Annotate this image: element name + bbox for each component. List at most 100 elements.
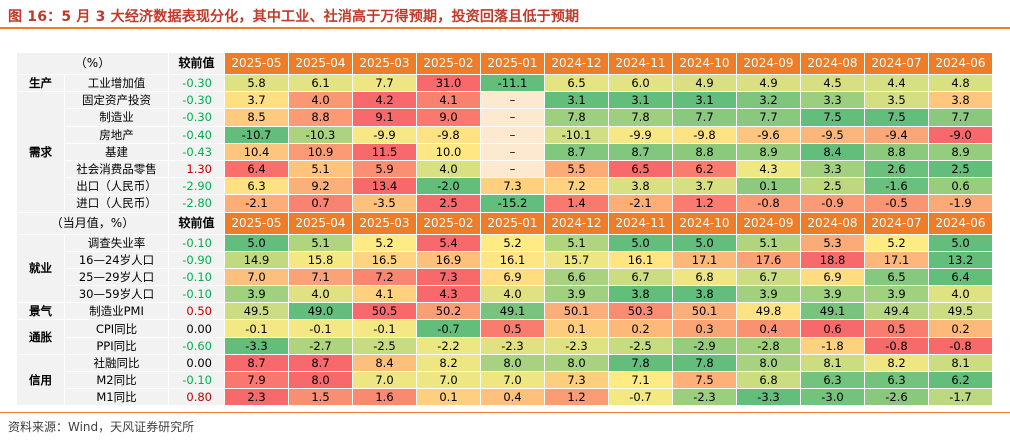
data-cell: 3.9 <box>224 285 289 304</box>
month-header: 2024-06 <box>928 211 993 235</box>
data-cell: 7.0 <box>352 370 417 390</box>
data-cell: 8.9 <box>736 142 801 161</box>
data-cell: -1.9 <box>928 194 993 213</box>
row-group-label: 生产 <box>16 73 65 93</box>
table-row: PPI同比 -0.60 -3.3 -2.7 -2.5 -2.2 -2.3 -2.3 -2.5 -2… <box>17 336 993 355</box>
data-cell: 10.4 <box>224 142 289 161</box>
compare-value: -0.43 <box>168 142 225 161</box>
data-cell: 2.5 <box>800 177 865 196</box>
month-header: 2024-11 <box>608 211 673 235</box>
data-cell: 4.0 <box>288 91 353 110</box>
data-cell: 1.6 <box>352 388 417 407</box>
data-cell: -1.7 <box>928 388 993 407</box>
data-cell: 8.4 <box>800 142 865 161</box>
compare-value: -0.10 <box>168 285 225 304</box>
data-cell: 6.9 <box>800 267 865 287</box>
data-cell: 8.5 <box>224 108 289 127</box>
compare-value: -0.10 <box>168 370 225 390</box>
compare-value: 0.80 <box>168 388 225 407</box>
compare-value: -2.80 <box>168 194 225 213</box>
row-label: CPI同比 <box>64 319 169 338</box>
month-header: 2024-12 <box>544 52 609 75</box>
table-row: 基建 -0.43 10.4 10.9 11.5 10.0–8.7 8.7 8.8 8.9 8.4 8… <box>17 142 993 161</box>
data-cell: 5.0 <box>672 233 737 252</box>
data-cell: -0.1 <box>352 319 417 338</box>
table-row: 需求 固定资产投资 -0.30 3.7 4.0 4.2 4.1–3.1 3.1 3.1 3.2 3.… <box>16 91 993 213</box>
data-cell: 4.3 <box>416 285 481 304</box>
data-cell: 6.9 <box>480 267 545 287</box>
data-cell: -11.1 <box>480 73 545 93</box>
economic-data-table: （%） 较前值 2025-05 2025-04 2025-03 2025-02 2025-0… <box>16 52 993 407</box>
month-header: 2025-04 <box>288 52 353 75</box>
data-cell: -0.8 <box>864 336 929 355</box>
data-cell: 7.7 <box>928 108 993 127</box>
data-cell: 7.8 <box>544 108 609 127</box>
data-cell: -3.3 <box>224 336 289 355</box>
row-group-label: 信用 <box>16 353 65 407</box>
data-cell: 8.7 <box>544 142 609 161</box>
row-label: 16—24岁人口 <box>64 250 169 269</box>
data-cell: 4.4 <box>864 73 929 93</box>
data-cell: – <box>480 91 545 110</box>
row-label: 25—29岁人口 <box>64 267 169 287</box>
data-cell: 7.3 <box>480 177 545 196</box>
data-cell: 17.1 <box>864 250 929 269</box>
data-cell: 0.2 <box>608 319 673 338</box>
data-cell: -2.3 <box>672 388 737 407</box>
data-cell: 14.9 <box>224 250 289 269</box>
data-cell: 6.2 <box>928 370 993 390</box>
row-label: M2同比 <box>64 370 169 390</box>
data-cell: 4.0 <box>416 159 481 179</box>
compare-value: 0.00 <box>168 353 225 373</box>
month-header: 2025-01 <box>480 211 545 235</box>
month-header: 2024-10 <box>672 52 737 75</box>
header-compare-label: 较前值 <box>168 211 225 235</box>
data-cell: 3.2 <box>736 91 801 110</box>
data-cell: -10.1 <box>544 125 609 144</box>
data-cell: 4.5 <box>800 73 865 93</box>
data-cell: 2.5 <box>928 159 993 179</box>
data-cell: 6.6 <box>544 267 609 287</box>
month-header: 2024-06 <box>928 52 993 75</box>
row-label: 房地产 <box>64 125 169 144</box>
table-row: 30—59岁人口 -0.10 3.9 4.0 4.1 4.3 4.0 3.9 3.8 3.8 3.9… <box>17 285 993 304</box>
month-header: 2025-05 <box>224 211 289 235</box>
data-cell: 2.6 <box>864 159 929 179</box>
data-cell: 11.5 <box>352 142 417 161</box>
data-cell: 5.3 <box>800 233 865 252</box>
month-header: 2025-02 <box>416 211 481 235</box>
data-cell: -2.2 <box>416 336 481 355</box>
row-label: 基建 <box>64 142 169 161</box>
data-cell: 5.2 <box>480 233 545 252</box>
month-header: 2025-04 <box>288 211 353 235</box>
header-compare-label: 较前值 <box>168 52 225 75</box>
data-cell: 6.4 <box>928 267 993 287</box>
table-row: M1同比 0.80 2.3 1.5 1.6 0.1 0.4 1.2 -0.7 -2.3 -3.3 -3… <box>17 388 993 407</box>
data-cell: 8.9 <box>928 142 993 161</box>
data-cell: – <box>480 108 545 127</box>
data-cell: 5.1 <box>736 233 801 252</box>
data-cell: -0.8 <box>928 336 993 355</box>
compare-value: -0.30 <box>168 73 225 93</box>
data-cell: -2.8 <box>736 336 801 355</box>
data-cell: -2.9 <box>672 336 737 355</box>
data-cell: 7.0 <box>224 267 289 287</box>
data-cell: 3.1 <box>672 91 737 110</box>
header-unit-label: （当月值，%） <box>16 211 169 235</box>
data-cell: 13.2 <box>928 250 993 269</box>
data-cell: 8.8 <box>864 142 929 161</box>
data-cell: 8.7 <box>608 142 673 161</box>
data-cell: 50.1 <box>672 302 737 321</box>
row-label: 社会消费品零售 <box>64 159 169 179</box>
data-cell: 3.3 <box>800 159 865 179</box>
compare-value: -2.90 <box>168 177 225 196</box>
row-label: 固定资产投资 <box>64 91 169 110</box>
data-cell: 8.0 <box>544 353 609 373</box>
data-cell: 0.4 <box>736 319 801 338</box>
data-cell: 31.0 <box>416 73 481 93</box>
compare-value: -0.10 <box>168 267 225 287</box>
data-cell: 6.0 <box>608 73 673 93</box>
data-cell: 7.2 <box>352 267 417 287</box>
row-label: 工业增加值 <box>64 73 169 93</box>
data-cell: 1.4 <box>544 194 609 213</box>
